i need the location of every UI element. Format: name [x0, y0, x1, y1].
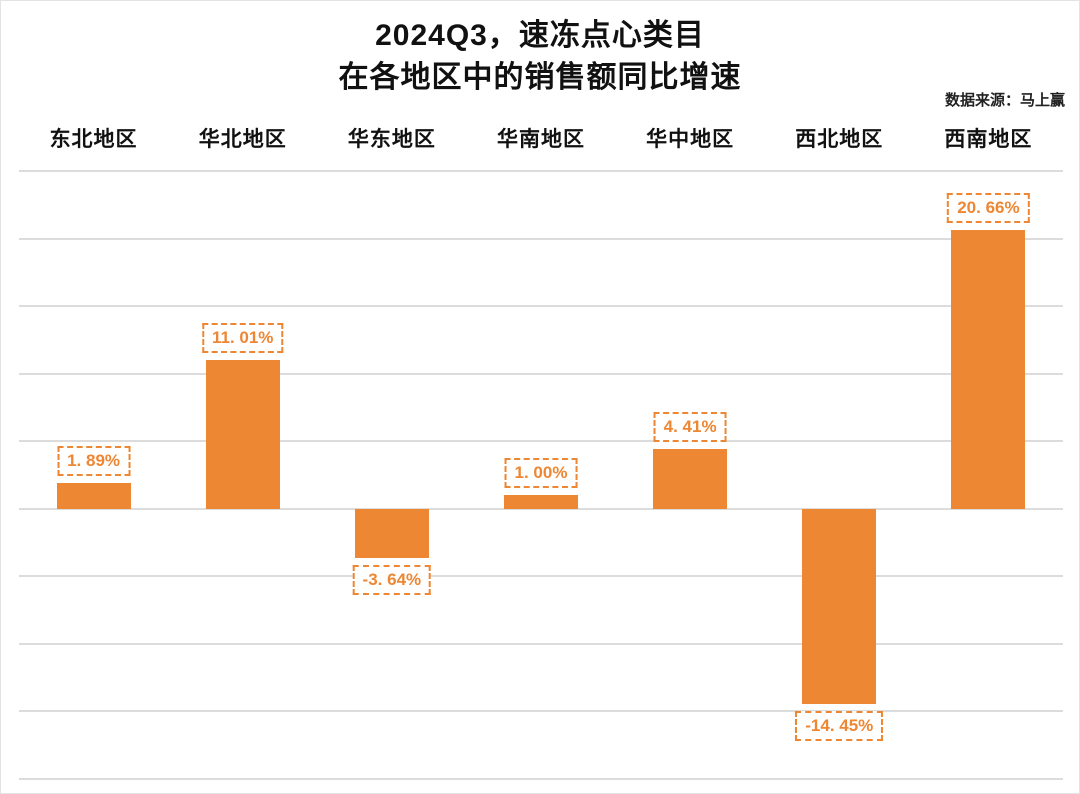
gridline — [19, 710, 1063, 713]
bar — [653, 449, 728, 509]
bar-column: 11. 01% — [168, 171, 317, 779]
data-source-label: 数据来源：马上赢 — [944, 92, 1065, 109]
category-label: 华中地区 — [646, 128, 735, 151]
bar-value-label: 20. 66% — [947, 192, 1030, 223]
category-label: 东北地区 — [49, 128, 138, 151]
bar-value-label: 1. 00% — [504, 458, 578, 489]
bar — [802, 508, 877, 704]
bar-value-label: -3. 64% — [352, 564, 432, 595]
gridline — [19, 305, 1063, 308]
category-label: 华北地区 — [198, 128, 287, 151]
bar — [951, 229, 1026, 509]
category-label: 华南地区 — [496, 128, 585, 151]
bar-value-label: -14. 45% — [795, 711, 884, 741]
chart-title: 2024Q3，速冻点心类目 在各地区中的销售额同比增速 — [1, 15, 1079, 99]
gridline — [19, 440, 1063, 443]
bar — [56, 483, 131, 509]
bar-column: 4. 41% — [616, 171, 765, 779]
bar-column: 1. 00% — [466, 171, 615, 779]
category-label: 华东地区 — [347, 128, 436, 151]
bar — [503, 495, 578, 509]
gridline — [19, 507, 1063, 510]
gridline — [19, 170, 1063, 172]
bar-column: -14. 45% — [765, 171, 914, 779]
bar — [205, 360, 280, 509]
gridline — [19, 575, 1063, 578]
plot-area: 1. 89% 11. 01% -3. 64% 1. 00% 4. 41% -14. 45%… — [19, 170, 1063, 780]
category-row: 东北地区 华北地区 华东地区 华南地区 华中地区 西北地区 西南地区 — [19, 125, 1063, 155]
gridline — [19, 642, 1063, 645]
bar-column: -3. 64% — [317, 171, 466, 779]
category-label: 西南地区 — [944, 128, 1033, 151]
gridline — [19, 372, 1063, 375]
bar-value-label: 11. 01% — [201, 323, 284, 354]
chart-title-line2: 在各地区中的销售额同比增速 — [338, 61, 742, 94]
category-label: 西北地区 — [795, 128, 884, 151]
chart-title-line1: 2024Q3，速冻点心类目 — [375, 19, 705, 52]
bar-value-label: 4. 41% — [653, 412, 727, 443]
gridline — [19, 237, 1063, 240]
bar-value-label: 1. 89% — [57, 446, 131, 477]
bar — [354, 508, 429, 558]
gridline — [19, 778, 1063, 780]
bar-column: 20. 66% — [914, 171, 1063, 779]
bar-column: 1. 89% — [19, 171, 168, 779]
